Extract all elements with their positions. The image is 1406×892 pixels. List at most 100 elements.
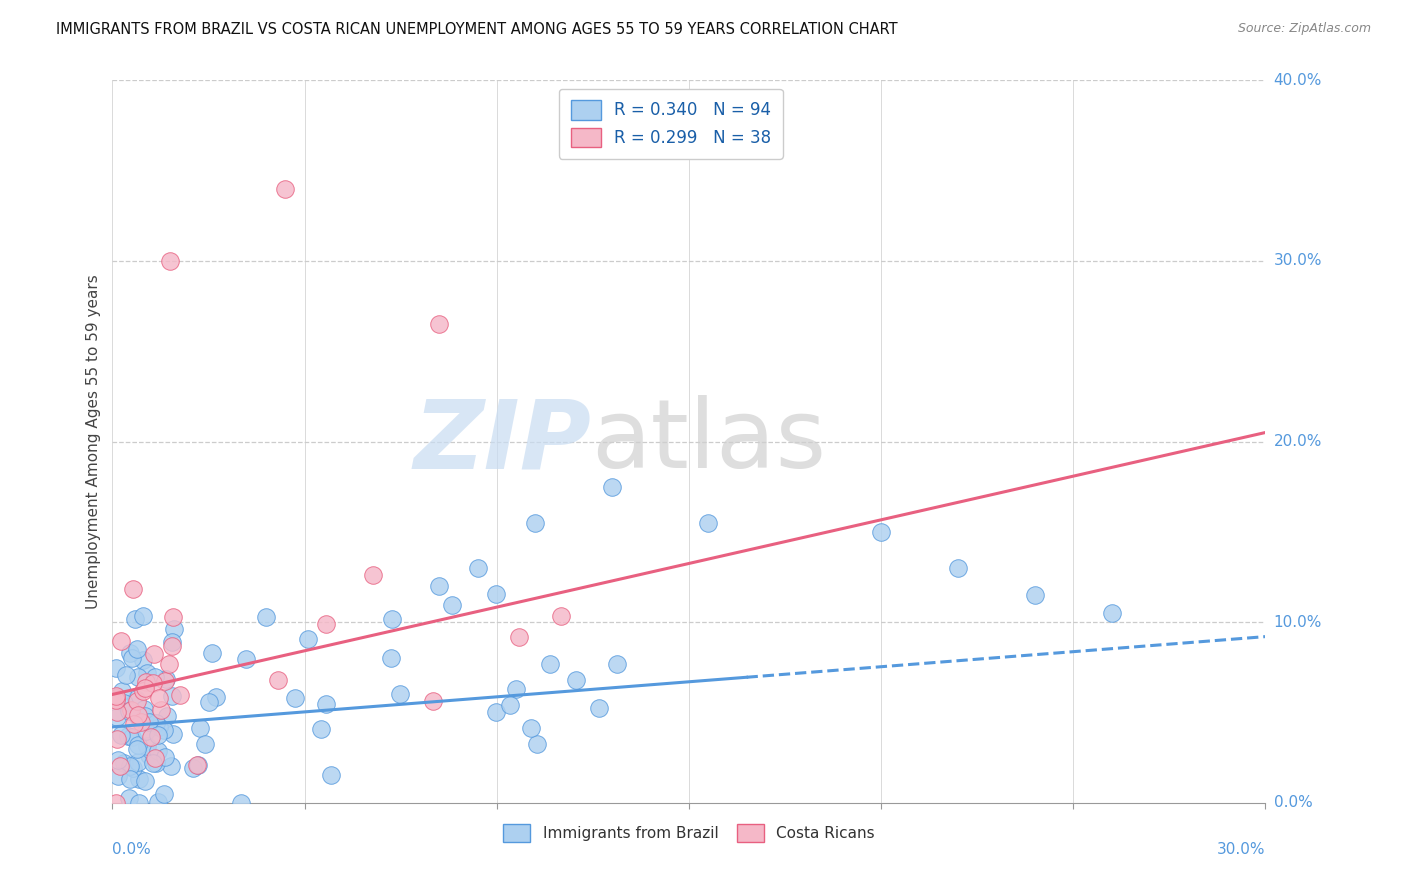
Point	[121, 582, 143, 597]
Point	[485, 705, 508, 719]
Point	[107, 705, 129, 719]
Point	[319, 768, 342, 782]
Point	[427, 579, 450, 593]
Point	[108, 759, 131, 773]
Point	[311, 722, 333, 736]
Point	[235, 652, 257, 666]
Point	[117, 790, 139, 805]
Point	[105, 731, 128, 746]
Point	[538, 657, 561, 671]
Point	[121, 650, 143, 665]
Point	[129, 714, 152, 729]
Point	[204, 690, 226, 704]
Point	[148, 691, 170, 706]
Y-axis label: Unemployment Among Ages 55 to 59 years: Unemployment Among Ages 55 to 59 years	[86, 274, 101, 609]
Text: 40.0%: 40.0%	[1274, 73, 1322, 87]
Point	[143, 647, 166, 661]
Point	[526, 737, 548, 751]
Point	[315, 617, 337, 632]
Point	[229, 796, 252, 810]
Point	[142, 756, 165, 771]
Point	[160, 690, 183, 704]
Point	[361, 567, 384, 582]
Point	[122, 761, 145, 775]
Point	[499, 698, 522, 712]
Point	[138, 747, 160, 762]
Point	[188, 721, 211, 735]
Point	[118, 705, 141, 719]
Point	[105, 661, 128, 675]
Point	[380, 651, 402, 665]
Text: 20.0%: 20.0%	[1274, 434, 1322, 449]
Point	[141, 730, 163, 744]
Point	[111, 684, 134, 698]
Point	[187, 758, 209, 772]
Point	[697, 516, 720, 530]
Point	[128, 772, 150, 787]
Legend: Immigrants from Brazil, Costa Ricans: Immigrants from Brazil, Costa Ricans	[495, 816, 883, 849]
Point	[505, 682, 527, 697]
Point	[157, 657, 180, 671]
Point	[135, 724, 157, 739]
Point	[160, 759, 183, 773]
Point	[136, 739, 159, 753]
Point	[105, 796, 128, 810]
Point	[114, 668, 136, 682]
Point	[315, 697, 337, 711]
Text: IMMIGRANTS FROM BRAZIL VS COSTA RICAN UNEMPLOYMENT AMONG AGES 55 TO 59 YEARS COR: IMMIGRANTS FROM BRAZIL VS COSTA RICAN UN…	[56, 22, 898, 37]
Point	[520, 721, 543, 735]
Point	[606, 657, 628, 671]
Point	[125, 691, 148, 706]
Point	[127, 708, 149, 723]
Point	[1024, 588, 1046, 602]
Point	[112, 756, 135, 770]
Point	[132, 653, 155, 667]
Point	[946, 561, 969, 575]
Text: 0.0%: 0.0%	[1274, 796, 1312, 810]
Point	[127, 642, 149, 657]
Point	[254, 610, 277, 624]
Point	[160, 639, 183, 653]
Point	[422, 694, 444, 708]
Point	[440, 598, 463, 612]
Point	[143, 669, 166, 683]
Point	[197, 695, 219, 709]
Point	[120, 772, 142, 786]
Point	[138, 714, 160, 729]
Point	[132, 702, 155, 716]
Point	[134, 681, 156, 695]
Text: 10.0%: 10.0%	[1274, 615, 1322, 630]
Point	[148, 744, 170, 758]
Point	[467, 561, 489, 575]
Point	[146, 795, 169, 809]
Point	[150, 703, 173, 717]
Point	[132, 608, 155, 623]
Point	[145, 716, 167, 731]
Point	[107, 769, 129, 783]
Point	[156, 709, 179, 723]
Point	[600, 480, 623, 494]
Point	[120, 646, 142, 660]
Point	[524, 516, 547, 530]
Point	[105, 691, 128, 706]
Point	[297, 632, 319, 647]
Point	[134, 708, 156, 723]
Point	[127, 670, 149, 684]
Point	[118, 759, 141, 773]
Point	[169, 688, 191, 702]
Point	[110, 634, 132, 648]
Point	[124, 611, 146, 625]
Point	[1101, 606, 1123, 620]
Text: Source: ZipAtlas.com: Source: ZipAtlas.com	[1237, 22, 1371, 36]
Point	[120, 703, 142, 717]
Point	[136, 666, 159, 681]
Point	[142, 676, 165, 690]
Point	[128, 796, 150, 810]
Point	[121, 731, 143, 745]
Point	[153, 787, 176, 801]
Point	[145, 756, 167, 771]
Point	[381, 612, 404, 626]
Point	[135, 674, 157, 689]
Point	[152, 723, 174, 737]
Point	[194, 738, 217, 752]
